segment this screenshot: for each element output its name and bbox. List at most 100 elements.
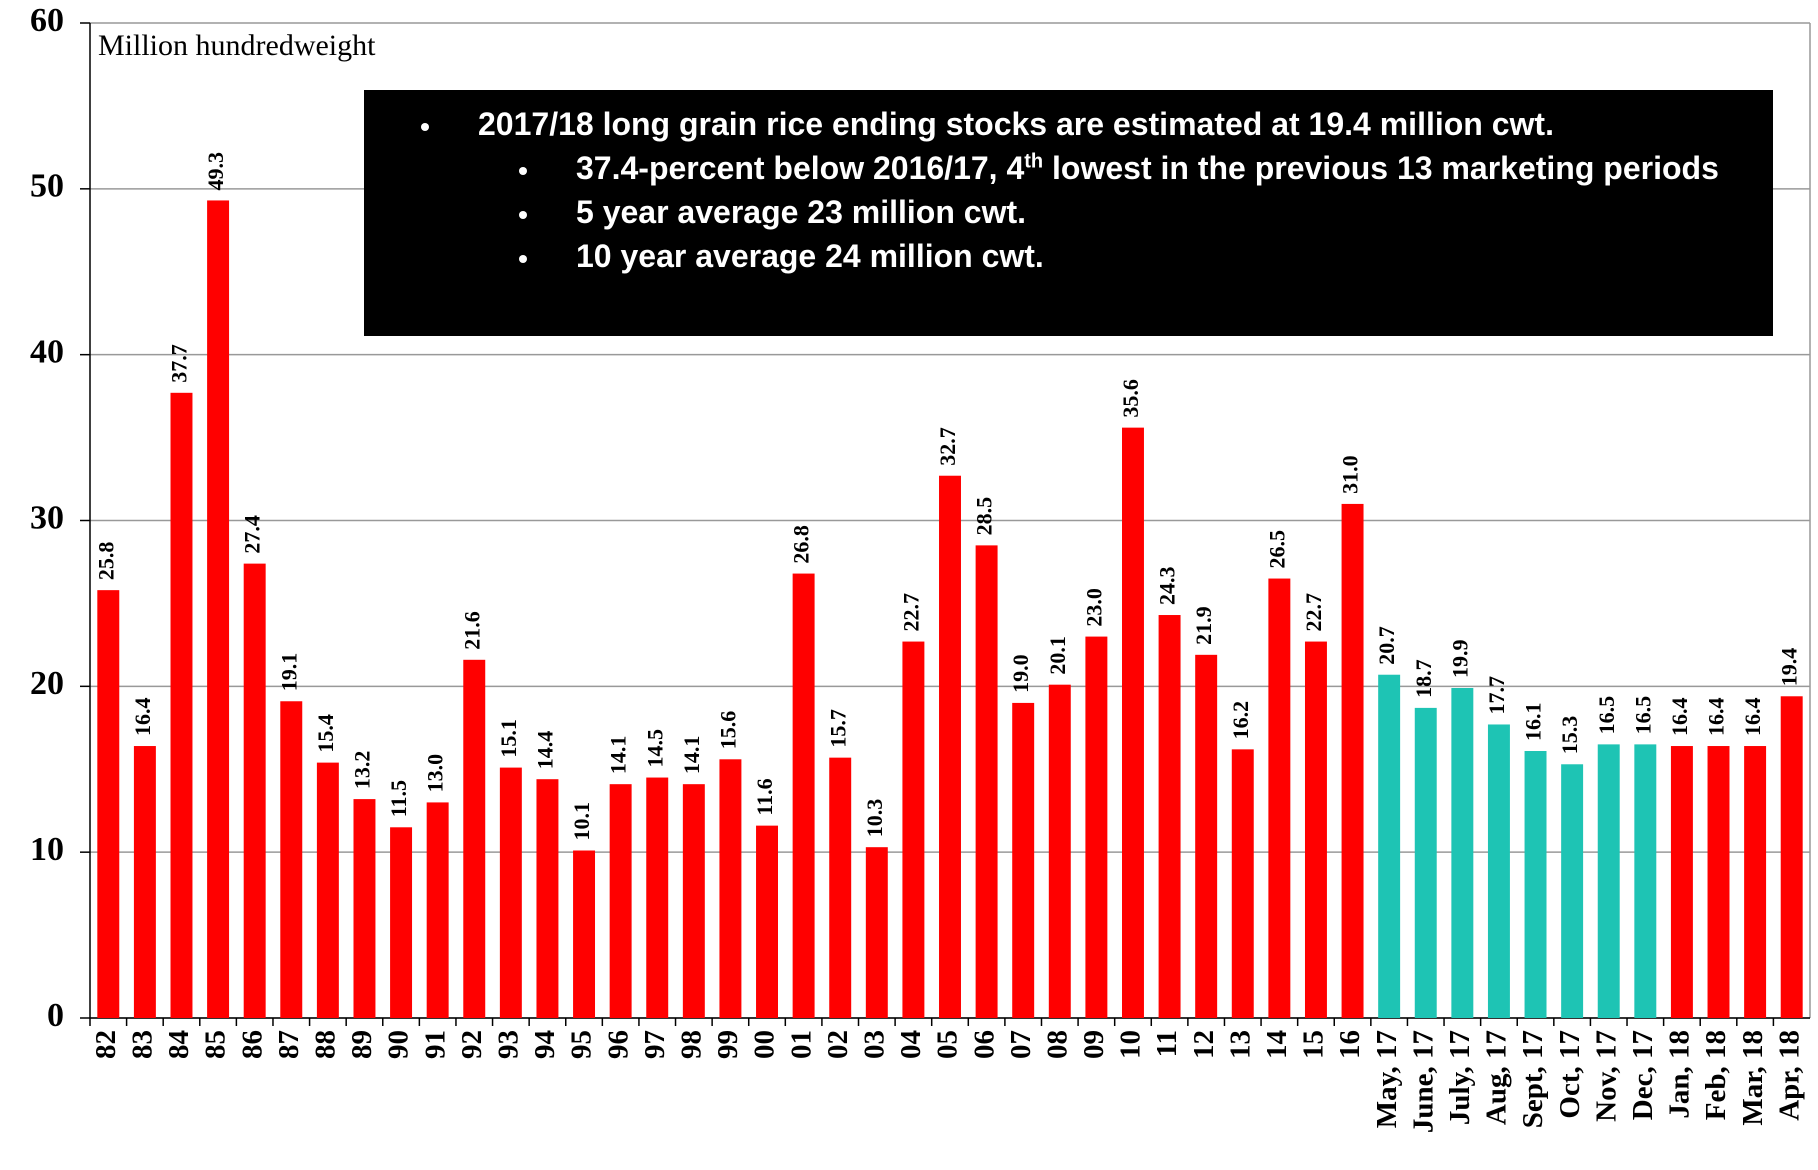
bar — [243, 563, 266, 1018]
value-label: 19.0 — [1008, 654, 1033, 693]
bar — [646, 777, 669, 1018]
bar — [1597, 744, 1620, 1018]
annotation-list: 2017/18 long grain rice ending stocks ar… — [384, 102, 1753, 278]
value-label: 16.4 — [1667, 698, 1692, 737]
value-label: 11.5 — [386, 780, 411, 817]
bar — [426, 802, 449, 1018]
x-tick-label: 11 — [1151, 1030, 1183, 1057]
x-tick-label: 82 — [90, 1030, 122, 1059]
annotation-text: lowest in the previous 13 marketing peri… — [1043, 150, 1719, 186]
bar — [1670, 746, 1693, 1018]
x-tick-label: 91 — [419, 1030, 451, 1059]
x-tick-label: Nov, 17 — [1590, 1030, 1622, 1122]
x-tick-label: 89 — [346, 1030, 378, 1059]
x-tick-label: 07 — [1005, 1030, 1037, 1059]
annotation-item: 10 year average 24 million cwt. — [542, 234, 1753, 278]
bar — [499, 767, 522, 1018]
x-tick-label: 85 — [200, 1030, 232, 1059]
annotation-item: 37.4-percent below 2016/17, 4th lowest i… — [542, 146, 1753, 190]
value-label: 14.4 — [532, 731, 557, 770]
value-label: 19.9 — [1447, 639, 1472, 678]
bar — [1048, 684, 1071, 1018]
x-tick-label: 10 — [1115, 1030, 1147, 1059]
value-label: 28.5 — [972, 497, 997, 536]
x-tick-label: Oct, 17 — [1554, 1030, 1586, 1119]
bar — [573, 850, 596, 1018]
annotation-item: 2017/18 long grain rice ending stocks ar… — [444, 102, 1753, 146]
x-tick-label: July, 17 — [1444, 1030, 1476, 1125]
y-tick-label: 20 — [30, 665, 64, 702]
value-label: 35.6 — [1118, 379, 1143, 418]
x-tick-label: 92 — [456, 1030, 488, 1059]
value-label: 20.7 — [1374, 626, 1399, 665]
annotation-box: 2017/18 long grain rice ending stocks ar… — [364, 90, 1773, 336]
x-tick-label: 93 — [493, 1030, 525, 1059]
x-tick-label: 12 — [1188, 1030, 1220, 1059]
annotation-text: 10 year average 24 million cwt. — [576, 238, 1044, 274]
y-axis-label: Million hundredweight — [98, 29, 376, 62]
x-tick-label: 16 — [1334, 1030, 1366, 1059]
x-tick-label: Dec, 17 — [1627, 1030, 1659, 1120]
bar — [1744, 746, 1767, 1018]
value-label: 15.3 — [1557, 716, 1582, 755]
bar — [207, 200, 230, 1019]
x-tick-label: 02 — [822, 1030, 854, 1059]
bar — [1341, 503, 1364, 1019]
x-tick-label: 86 — [236, 1030, 268, 1059]
x-tick-label: 97 — [639, 1030, 671, 1059]
x-tick-label: Aug, 17 — [1481, 1030, 1513, 1125]
value-label: 19.1 — [276, 653, 301, 692]
bar — [939, 475, 961, 1019]
value-label: 16.4 — [130, 698, 155, 737]
value-label: 14.5 — [642, 729, 667, 768]
x-tick-label: 88 — [310, 1030, 342, 1059]
x-tick-label: 94 — [529, 1030, 561, 1059]
value-label: 15.7 — [825, 709, 850, 748]
bar — [97, 590, 120, 1018]
bar — [1561, 764, 1584, 1018]
bar — [792, 573, 815, 1018]
value-label: 18.7 — [1411, 659, 1436, 698]
bar — [829, 757, 852, 1018]
value-label: 15.6 — [715, 711, 740, 750]
bar — [1195, 654, 1218, 1018]
bar — [1012, 702, 1035, 1018]
x-tick-label: 98 — [675, 1030, 707, 1059]
value-label: 27.4 — [240, 515, 265, 554]
value-label: 16.1 — [1521, 703, 1546, 742]
bar — [1707, 746, 1730, 1018]
bar — [390, 827, 413, 1018]
bar — [170, 392, 193, 1018]
x-tick-label: 14 — [1261, 1030, 1293, 1059]
bar — [280, 701, 303, 1018]
value-label: 16.4 — [1704, 698, 1729, 737]
bar — [975, 545, 998, 1018]
value-label: 20.1 — [1045, 636, 1070, 675]
x-tick-label: 95 — [566, 1030, 598, 1059]
value-label: 14.1 — [606, 736, 631, 775]
y-tick-label: 10 — [30, 831, 64, 868]
value-label: 13.2 — [350, 751, 375, 790]
value-label: 22.7 — [1301, 593, 1326, 632]
value-label: 16.4 — [1740, 698, 1765, 737]
x-tick-label: May, 17 — [1371, 1030, 1403, 1128]
x-tick-label: June, 17 — [1407, 1030, 1439, 1133]
y-tick-label: 60 — [30, 2, 64, 39]
bar — [865, 847, 888, 1018]
value-label: 49.3 — [203, 152, 228, 191]
x-tick-label: 09 — [1078, 1030, 1110, 1059]
x-tick-label: 96 — [602, 1030, 634, 1059]
bar — [1780, 696, 1803, 1018]
value-label: 26.5 — [1264, 530, 1289, 569]
value-label: 25.8 — [93, 542, 118, 581]
x-tick-label: 01 — [785, 1030, 817, 1059]
bar — [609, 784, 632, 1018]
value-label: 21.9 — [1191, 606, 1216, 645]
value-label: 21.6 — [459, 611, 484, 650]
bar — [1268, 578, 1291, 1018]
bar — [1524, 751, 1547, 1018]
bar — [1414, 707, 1437, 1018]
x-tick-label: Sept, 17 — [1517, 1030, 1549, 1128]
